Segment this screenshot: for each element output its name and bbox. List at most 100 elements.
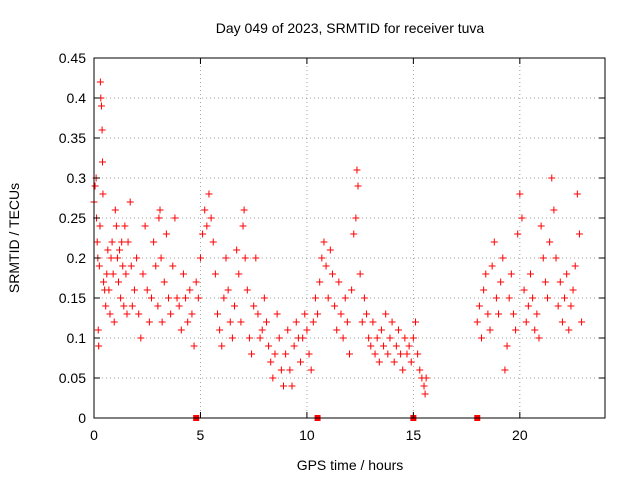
data-point [186,286,194,294]
data-point [222,254,230,262]
data-point [175,302,183,310]
data-point [311,294,319,302]
data-point [194,294,202,302]
data-point [337,310,345,318]
data-point [403,350,411,358]
data-point [484,310,492,318]
y-tick-label: 0.35 [59,130,86,146]
data-point [211,270,219,278]
y-tick-label: 0.3 [67,170,87,186]
data-point [331,302,339,310]
x-tick-label: 0 [90,427,98,443]
data-point [546,238,554,246]
data-point [282,350,290,358]
data-point [277,366,285,374]
data-point [160,278,168,286]
data-point [107,254,115,262]
data-point [384,350,392,358]
data-point [248,350,256,358]
data-point [105,286,113,294]
data-point [167,310,175,318]
data-point [288,382,296,390]
data-point [218,342,226,350]
data-point [326,246,334,254]
data-point [371,350,379,358]
data-point [119,262,127,270]
data-point [301,310,309,318]
data-point [207,214,215,222]
data-point [507,270,515,278]
data-point [169,262,177,270]
data-point [196,254,204,262]
data-point [109,270,117,278]
data-point [482,270,490,278]
y-tick-label: 0.4 [67,90,87,106]
data-point [480,286,488,294]
data-point [122,270,130,278]
x-tick-label: 10 [299,427,315,443]
data-point [505,294,513,302]
data-point [237,318,245,326]
data-point [157,254,165,262]
data-point [96,78,104,86]
data-point [279,382,287,390]
data-point [401,334,409,342]
data-point [245,334,253,342]
data-point [554,302,562,310]
data-points [90,78,586,421]
data-point [127,262,135,270]
data-point [171,214,179,222]
data-point [188,310,196,318]
data-point [104,246,112,254]
data-point [529,294,537,302]
data-point [156,206,164,214]
data-point [350,230,358,238]
data-point [203,222,211,230]
data-point [145,318,153,326]
data-point [352,214,360,222]
data-point [96,222,104,230]
data-point [333,326,341,334]
data-point [124,238,132,246]
data-point [162,230,170,238]
data-point [318,254,326,262]
data-point [420,382,428,390]
data-point [535,334,543,342]
data-point [394,326,402,334]
x-axis-label: GPS time / hours [297,457,404,473]
data-point [353,166,361,174]
data-point [141,222,149,230]
data-point [128,302,136,310]
data-point [575,230,583,238]
data-point [305,350,313,358]
data-point [275,334,283,342]
data-point [314,310,322,318]
data-point [184,318,192,326]
grid-lines [94,58,605,418]
data-point [190,342,198,350]
data-point [486,326,494,334]
data-point [120,302,128,310]
data-point [303,326,311,334]
data-point [220,294,228,302]
data-point [100,278,108,286]
data-point [382,310,390,318]
data-point [390,358,398,366]
data-point [533,310,541,318]
data-point [380,342,388,350]
data-point [358,318,366,326]
data-point [348,286,356,294]
data-point [524,302,532,310]
data-point [106,310,114,318]
data-point [377,326,385,334]
data-point [346,350,353,358]
data-point [267,358,275,366]
data-point [114,278,122,286]
data-point [399,366,407,374]
data-point [356,270,364,278]
data-point [112,222,120,230]
data-point [414,350,422,358]
axis-ticks: 0 0.05 0.1 0.15 0.2 0.25 0.3 0.35 0.4 0.45 0 5 10 15 2… [59,50,605,443]
data-point [518,214,526,222]
data-point [360,294,368,302]
